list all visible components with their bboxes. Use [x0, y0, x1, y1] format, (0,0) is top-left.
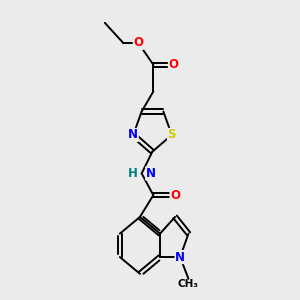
Text: O: O: [168, 58, 178, 71]
Text: O: O: [133, 36, 143, 50]
Text: N: N: [175, 250, 185, 264]
Text: CH₃: CH₃: [178, 280, 199, 290]
Text: H: H: [128, 167, 138, 180]
Text: N: N: [146, 167, 156, 180]
Text: S: S: [167, 128, 176, 141]
Text: N: N: [128, 128, 138, 141]
Text: O: O: [170, 189, 180, 202]
